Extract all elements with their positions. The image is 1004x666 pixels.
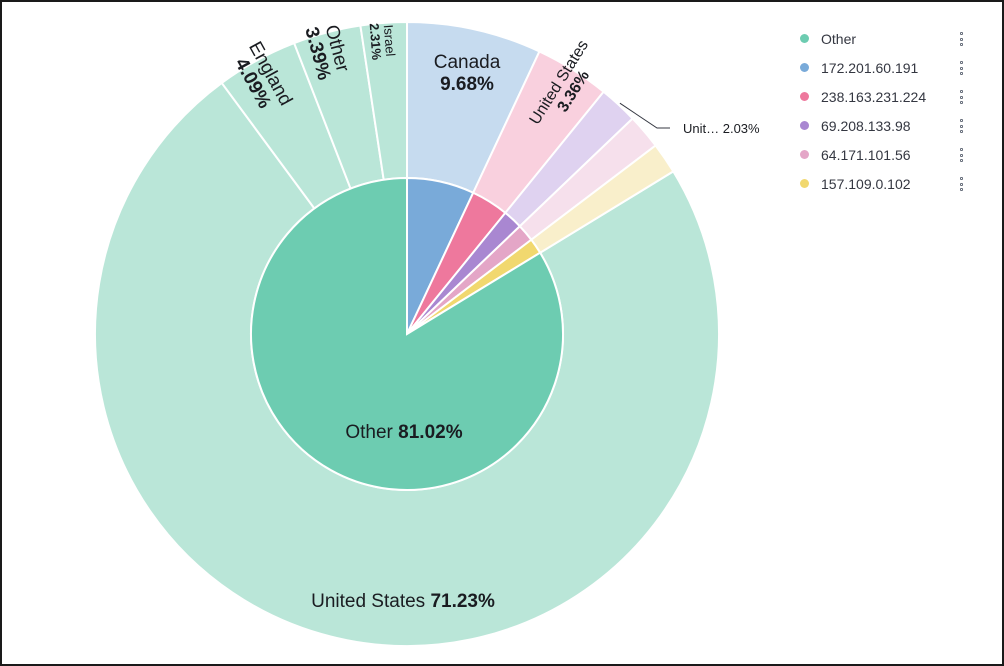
legend-label: 172.201.60.191 — [821, 59, 919, 76]
legend-dot-icon — [800, 92, 809, 101]
outer-label-canada-4: Canada 9.68% — [434, 52, 501, 95]
legend-item-172-201-60-191[interactable]: 172.201.60.191 — [800, 53, 980, 82]
legend-dot-icon — [800, 179, 809, 188]
legend-label: 69.208.133.98 — [821, 117, 911, 134]
legend-dot-icon — [800, 63, 809, 72]
legend-dot-icon — [800, 150, 809, 159]
legend-label: Other — [821, 30, 857, 47]
legend-dot-icon — [800, 34, 809, 43]
legend-dot-icon — [800, 121, 809, 130]
inner-label-other: Other 81.02% — [345, 422, 462, 443]
legend-label: 157.109.0.102 — [821, 175, 911, 192]
legend-item-69-208-133-98[interactable]: 69.208.133.98 — [800, 111, 980, 140]
inner-slice-other[interactable] — [250, 176, 564, 491]
legend-item-64-171-101-56[interactable]: 64.171.101.56 — [800, 140, 980, 169]
chart-legend: Other 172.201.60.191 238.163.231.224 69.… — [800, 24, 980, 198]
legend-options-icon[interactable] — [960, 61, 964, 75]
legend-options-icon[interactable] — [960, 119, 964, 133]
legend-label: 64.171.101.56 — [821, 146, 911, 163]
legend-item-other[interactable]: Other — [800, 24, 980, 53]
legend-options-icon[interactable] — [960, 32, 964, 46]
outer-label-united-states-0: United States 71.23% — [311, 591, 495, 612]
legend-options-icon[interactable] — [960, 90, 964, 104]
legend-item-157-109-0-102[interactable]: 157.109.0.102 — [800, 169, 980, 198]
leader-line — [619, 102, 670, 129]
legend-label: 238.163.231.224 — [821, 88, 927, 105]
outer-label-israel-3: Israel2.31% — [367, 22, 399, 61]
sunburst-chart[interactable]: Other 81.02% United States 71.23% England4… — [2, 2, 762, 664]
outer-label-unit-6: Unit… 2.03% — [683, 121, 760, 136]
outer-label-england-1: England4.09% — [227, 38, 297, 119]
legend-options-icon[interactable] — [960, 177, 964, 191]
legend-item-238-163-231-224[interactable]: 238.163.231.224 — [800, 82, 980, 111]
legend-options-icon[interactable] — [960, 148, 964, 162]
